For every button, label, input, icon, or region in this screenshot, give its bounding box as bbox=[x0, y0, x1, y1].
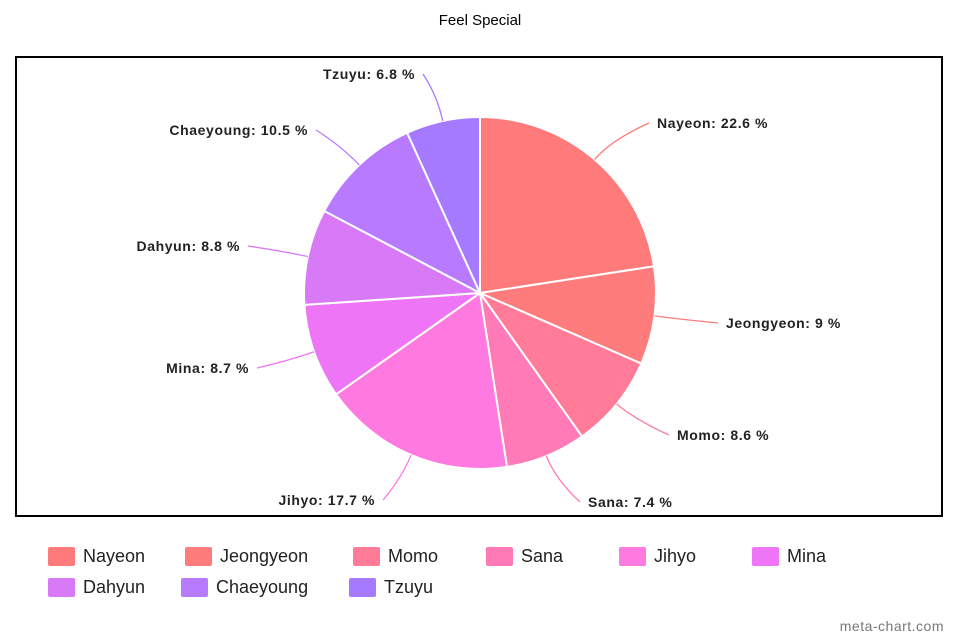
leader-line-dahyun bbox=[247, 245, 308, 258]
legend-swatch bbox=[48, 577, 75, 597]
legend-swatch bbox=[353, 546, 380, 566]
legend-item-dahyun[interactable]: Dahyun bbox=[48, 577, 181, 597]
pie-slice-momo[interactable] bbox=[477, 290, 643, 438]
pie-slice-dahyun[interactable] bbox=[303, 209, 484, 306]
pie-slice-tzuyu[interactable] bbox=[405, 115, 481, 294]
legend-swatch bbox=[619, 546, 646, 566]
legend-label: Chaeyoung bbox=[216, 576, 309, 597]
pie-slice-jihyo[interactable] bbox=[334, 291, 509, 470]
legend-item-nayeon[interactable]: Nayeon bbox=[48, 546, 185, 566]
legend-item-mina[interactable]: Mina bbox=[752, 546, 885, 566]
data-label-sana: Sana: 7.4 % bbox=[588, 494, 672, 510]
data-label-tzuyu: Tzuyu: 6.8 % bbox=[323, 66, 415, 82]
leader-line-tzuyu bbox=[422, 73, 444, 122]
legend-item-momo[interactable]: Momo bbox=[353, 546, 486, 566]
legend-swatch bbox=[349, 577, 376, 597]
data-label-mina: Mina: 8.7 % bbox=[166, 360, 249, 376]
data-label-nayeon: Nayeon: 22.6 % bbox=[657, 115, 768, 131]
legend-label: Jeongyeon bbox=[220, 545, 309, 566]
data-label-jeongyeon: Jeongyeon: 9 % bbox=[726, 315, 841, 331]
leader-line-jihyo bbox=[382, 454, 412, 501]
data-label-dahyun: Dahyun: 8.8 % bbox=[137, 238, 241, 254]
legend-label: Dahyun bbox=[83, 576, 146, 597]
legend-label: Momo bbox=[388, 545, 439, 566]
leader-line-mina bbox=[256, 351, 315, 369]
leader-line-jeongyeon bbox=[654, 315, 719, 324]
legend-item-jihyo[interactable]: Jihyo bbox=[619, 546, 752, 566]
legend: Nayeon Jeongyeon Momo Sana Jihyo Mina Dahyun Ch… bbox=[48, 546, 928, 597]
legend-item-sana[interactable]: Sana bbox=[486, 546, 619, 566]
legend-swatch bbox=[181, 577, 208, 597]
pie-slice-nayeon[interactable] bbox=[479, 115, 656, 295]
leader-line-sana bbox=[545, 455, 581, 503]
legend-item-jeongyeon[interactable]: Jeongyeon bbox=[185, 546, 353, 566]
legend-swatch bbox=[185, 546, 212, 566]
legend-label: Tzuyu bbox=[384, 576, 434, 597]
pie-chart: Nayeon: 22.6 % Jeongyeon: 9 % Momo: 8.6 % S… bbox=[137, 66, 841, 510]
legend-label: Mina bbox=[787, 545, 827, 566]
data-label-momo: Momo: 8.6 % bbox=[677, 427, 769, 443]
data-label-chaeyoung: Chaeyoung: 10.5 % bbox=[169, 122, 308, 138]
legend-item-tzuyu[interactable]: Tzuyu bbox=[349, 577, 482, 597]
legend-swatch bbox=[752, 546, 779, 566]
legend-label: Jihyo bbox=[654, 545, 697, 566]
watermark: meta-chart.com bbox=[839, 618, 944, 634]
pie-slice-mina[interactable] bbox=[303, 291, 484, 396]
plot-area: Nayeon: 22.6 % Jeongyeon: 9 % Momo: 8.6 % S… bbox=[15, 56, 943, 517]
legend-label: Sana bbox=[521, 545, 564, 566]
leader-line-nayeon bbox=[594, 122, 650, 160]
data-label-jihyo: Jihyo: 17.7 % bbox=[278, 492, 375, 508]
chart-title: Feel Special bbox=[438, 12, 522, 29]
pie-slice-jeongyeon[interactable] bbox=[476, 265, 657, 365]
leader-line-momo bbox=[616, 403, 670, 436]
legend-swatch bbox=[48, 546, 75, 566]
legend-swatch bbox=[486, 546, 513, 566]
legend-label: Nayeon bbox=[83, 545, 146, 566]
pie-slice-chaeyoung[interactable] bbox=[322, 131, 483, 296]
leader-line-chaeyoung bbox=[315, 129, 360, 166]
legend-item-chaeyoung[interactable]: Chaeyoung bbox=[181, 577, 349, 597]
